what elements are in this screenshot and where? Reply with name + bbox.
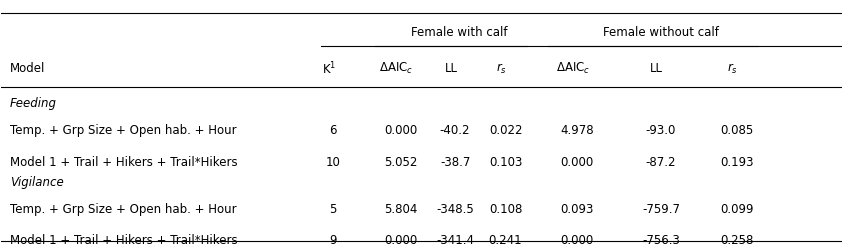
Text: 0.241: 0.241 [489,234,523,247]
Text: Model 1 + Trail + Hikers + Trail*Hikers: Model 1 + Trail + Hikers + Trail*Hikers [10,234,238,247]
Text: -348.5: -348.5 [436,203,474,216]
Text: -759.7: -759.7 [642,203,680,216]
Text: Model: Model [10,62,46,75]
Text: 0.093: 0.093 [561,203,593,216]
Text: -87.2: -87.2 [646,156,676,169]
Text: Temp. + Grp Size + Open hab. + Hour: Temp. + Grp Size + Open hab. + Hour [10,203,236,216]
Text: 4.978: 4.978 [560,124,593,138]
Text: Female without calf: Female without calf [603,26,719,39]
Text: 6: 6 [330,124,337,138]
Text: -38.7: -38.7 [440,156,470,169]
Text: 0.000: 0.000 [561,234,593,247]
Text: 5.052: 5.052 [384,156,417,169]
Text: -756.3: -756.3 [642,234,680,247]
Text: 5.804: 5.804 [384,203,417,216]
Text: 0.022: 0.022 [489,124,523,138]
Text: 0.000: 0.000 [561,156,593,169]
Text: Feeding: Feeding [10,97,56,110]
Text: 0.085: 0.085 [720,124,753,138]
Text: 0.193: 0.193 [720,156,754,169]
Text: LL: LL [650,62,663,75]
Text: 9: 9 [330,234,337,247]
Text: Female with calf: Female with calf [411,26,507,39]
Text: 0.099: 0.099 [720,203,754,216]
Text: -341.4: -341.4 [436,234,474,247]
Text: 0.000: 0.000 [384,234,417,247]
Text: 0.103: 0.103 [489,156,522,169]
Text: $Δ$AIC$_c$: $Δ$AIC$_c$ [379,61,413,76]
Text: LL: LL [444,62,458,75]
Text: $r_s$: $r_s$ [496,62,507,76]
Text: K$^1$: K$^1$ [322,60,336,77]
Text: 0.258: 0.258 [720,234,754,247]
Text: 5: 5 [330,203,337,216]
Text: 10: 10 [326,156,341,169]
Text: $Δ$AIC$_c$: $Δ$AIC$_c$ [556,61,590,76]
Text: 0.000: 0.000 [384,124,417,138]
Text: -93.0: -93.0 [646,124,676,138]
Text: 0.108: 0.108 [489,203,522,216]
Text: Vigilance: Vigilance [10,176,63,188]
Text: Model 1 + Trail + Hikers + Trail*Hikers: Model 1 + Trail + Hikers + Trail*Hikers [10,156,238,169]
Text: $r_s$: $r_s$ [727,62,738,76]
Text: Temp. + Grp Size + Open hab. + Hour: Temp. + Grp Size + Open hab. + Hour [10,124,236,138]
Text: -40.2: -40.2 [440,124,470,138]
